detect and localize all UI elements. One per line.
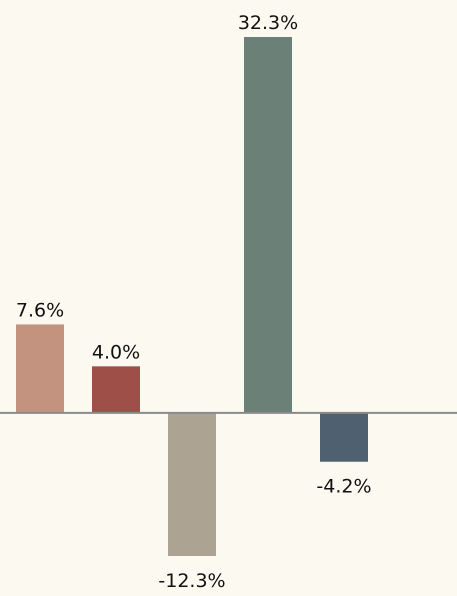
bar — [92, 366, 140, 413]
value-label: -12.3% — [158, 570, 225, 592]
bar — [320, 412, 368, 462]
value-label: 7.6% — [16, 299, 64, 321]
bar — [168, 412, 216, 556]
value-label: -4.2% — [316, 476, 371, 498]
bar — [16, 324, 64, 413]
value-label: 4.0% — [92, 341, 140, 363]
bar — [244, 37, 292, 413]
value-label: 32.3% — [238, 12, 298, 34]
